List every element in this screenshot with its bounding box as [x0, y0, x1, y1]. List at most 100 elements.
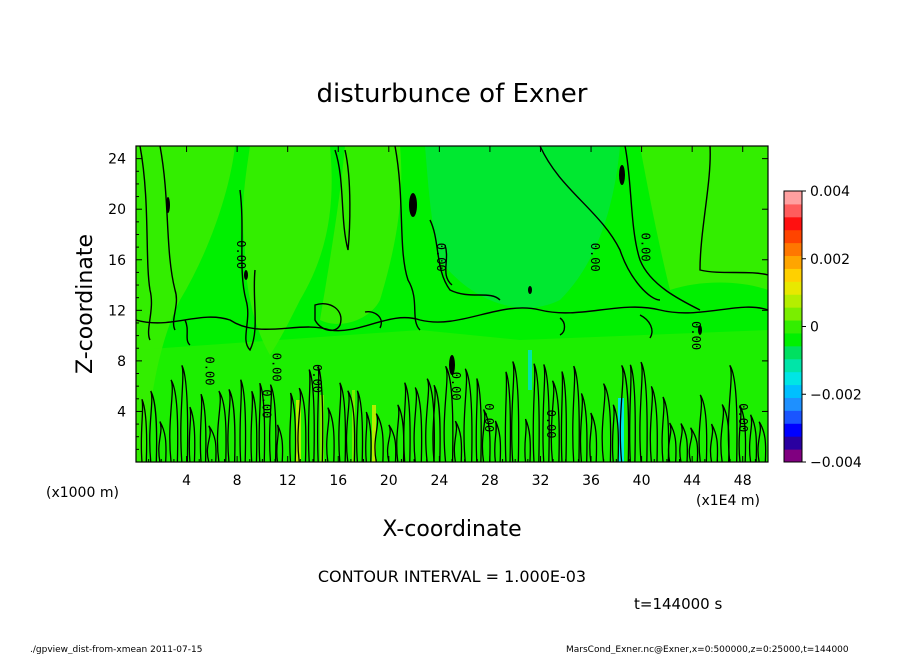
low-contour-line: [239, 379, 247, 462]
low-contour-line: [289, 392, 297, 462]
x-axis-label: X-coordinate: [382, 517, 521, 542]
low-contour-line: [688, 427, 699, 462]
low-contour-line: [475, 378, 482, 462]
low-contour-line: [140, 398, 148, 462]
y-axis: 4 8 12 16 20 24: [108, 152, 768, 450]
low-contour-line: [316, 366, 324, 462]
x-tick-label: 24: [430, 473, 448, 489]
low-contour-line: [206, 425, 217, 462]
colorbar-segment: [784, 436, 802, 450]
x-tick-label: 28: [481, 473, 499, 489]
low-contour-line: [355, 390, 364, 462]
yellow-streak-4: [352, 390, 355, 462]
colorbar-ticks: 0.004 0.002 0 −0.002 −0.004: [802, 184, 862, 471]
colorbar-segment: [784, 320, 802, 334]
colorbar-segment: [784, 358, 802, 373]
low-contour-line: [727, 364, 738, 462]
x-tick-label: 8: [233, 473, 242, 489]
low-contour-line: [709, 423, 719, 462]
low-contour-line: [180, 365, 189, 462]
x-tick-label: 32: [532, 473, 550, 489]
y-tick-label: 12: [108, 303, 126, 319]
x-tick-label: 12: [279, 473, 297, 489]
x-tick-label: 4: [182, 473, 191, 489]
low-contour-line: [748, 414, 758, 462]
colorbar-segment: [784, 268, 802, 282]
colorbar-segment: [784, 397, 802, 411]
low-contour-line: [601, 383, 612, 462]
low-contour-line: [463, 368, 473, 462]
yellow-streak-2: [320, 395, 324, 462]
colorbar-segment: [784, 307, 802, 321]
footer-right: MarsCond_Exner.nc@Exner,x=0:500000,z=0:2…: [566, 645, 849, 654]
low-contour-line: [572, 365, 580, 462]
low-contour-line: [532, 363, 540, 462]
contour-labels: 0.00 0.00 0.00 0.00 0.00 0.00 0.00 0.00 0.00 0.00…: [203, 233, 750, 439]
cyan-streak-2: [528, 350, 532, 390]
low-contour-line: [560, 371, 567, 462]
low-contour-line: [698, 394, 708, 462]
low-contour-line: [403, 382, 411, 462]
low-contour-line: [628, 364, 636, 462]
contour-value-label: 0.00: [259, 389, 273, 418]
x-tick-label: 36: [582, 473, 600, 489]
low-contour-line: [611, 404, 620, 462]
low-contour-line: [524, 418, 531, 462]
colorbar-tick-label: 0.004: [810, 184, 850, 200]
y-tick-label: 20: [108, 202, 126, 218]
low-contour-line: [276, 424, 284, 462]
y-axis-label: Z-coordinate: [73, 234, 98, 374]
contour-interval-label: CONTOUR INTERVAL = 1.000E-03: [318, 567, 586, 586]
x-tick-label: 16: [329, 473, 347, 489]
low-contour-line: [542, 364, 550, 462]
chart-title: disturbunce of Exner: [317, 79, 588, 109]
contour-field: 0.00 0.00 0.00 0.00 0.00 0.00 0.00 0.00 0.00 0.00…: [136, 146, 768, 462]
colorbar-segment: [784, 332, 802, 347]
colorbar-segment: [784, 345, 802, 360]
colorbar-segment: [784, 423, 802, 437]
contour-blobs: [166, 165, 702, 375]
contour-value-label: 0.00: [310, 364, 324, 393]
y-tick-label: 8: [117, 354, 126, 370]
low-contour-line: [619, 365, 630, 462]
low-contour-line: [579, 393, 588, 462]
positive-region-center: [242, 146, 332, 355]
contour-value-label: 0.00: [234, 240, 248, 269]
low-contour-line: [268, 384, 277, 462]
x-tick-label: 48: [734, 473, 752, 489]
low-contour-line: [386, 424, 397, 462]
low-contour-line: [365, 411, 372, 462]
low-contour-line: [169, 379, 179, 462]
low-contour-line: [149, 390, 158, 462]
colorbar-tick-label: 0.002: [810, 252, 850, 268]
low-contour-line: [326, 407, 335, 462]
colorbar-segment: [784, 216, 802, 231]
low-contour-line: [639, 361, 648, 462]
low-contour-line: [374, 413, 384, 462]
low-contour-line: [481, 409, 491, 462]
low-contour-line: [158, 421, 167, 462]
colorbar-segment: [784, 294, 802, 308]
x-tick-label: 40: [633, 473, 651, 489]
contour-value-label: 0.00: [434, 243, 448, 272]
colorbar-segment: [784, 242, 802, 257]
yellow-streak-3: [372, 405, 376, 462]
low-contour-line: [425, 378, 435, 462]
low-contour-line: [511, 361, 520, 462]
low-contour-line: [188, 406, 196, 462]
colorbar-tick-label: 0: [810, 320, 819, 336]
x-unit-note: (x1E4 m): [696, 493, 760, 509]
low-contour-line: [338, 382, 347, 462]
low-contour-line: [345, 390, 356, 462]
time-label: t=144000 s: [634, 595, 722, 613]
low-contour-line: [258, 382, 266, 462]
colorbar-segment: [784, 371, 802, 386]
contour-value-label: 0.00: [270, 353, 284, 382]
positive-region-left: [136, 146, 235, 462]
low-contour-line: [661, 396, 670, 462]
y-tick-label: 24: [108, 152, 126, 168]
footer-left: ./gpview_dist-from-xmean 2011-07-15: [30, 645, 202, 654]
low-contour-line: [757, 421, 767, 462]
x-tick-label: 44: [683, 473, 701, 489]
